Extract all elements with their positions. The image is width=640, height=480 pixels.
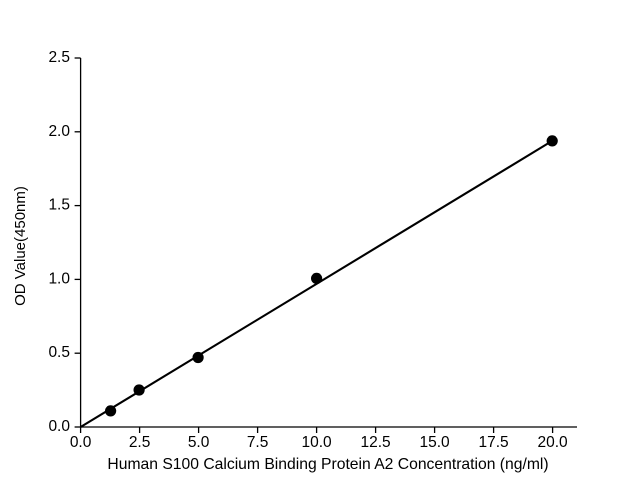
svg-text:OD Value(450nm): OD Value(450nm) bbox=[12, 186, 29, 306]
svg-text:0.0: 0.0 bbox=[48, 418, 70, 435]
svg-text:7.5: 7.5 bbox=[247, 434, 269, 451]
svg-text:17.5: 17.5 bbox=[479, 434, 509, 451]
svg-text:1.0: 1.0 bbox=[48, 270, 70, 287]
svg-text:5.0: 5.0 bbox=[188, 434, 210, 451]
svg-text:20.0: 20.0 bbox=[538, 434, 569, 451]
svg-text:15.0: 15.0 bbox=[420, 434, 451, 451]
svg-text:1.5: 1.5 bbox=[48, 197, 70, 214]
svg-text:12.5: 12.5 bbox=[361, 434, 391, 451]
svg-text:2.0: 2.0 bbox=[48, 123, 70, 140]
svg-text:Human S100 Calcium Binding Pro: Human S100 Calcium Binding Protein A2 Co… bbox=[107, 456, 548, 473]
svg-text:0.0: 0.0 bbox=[70, 434, 92, 451]
svg-text:10.0: 10.0 bbox=[302, 434, 333, 451]
svg-text:2.5: 2.5 bbox=[129, 434, 151, 451]
svg-text:2.5: 2.5 bbox=[48, 49, 70, 66]
svg-text:0.5: 0.5 bbox=[48, 344, 70, 361]
